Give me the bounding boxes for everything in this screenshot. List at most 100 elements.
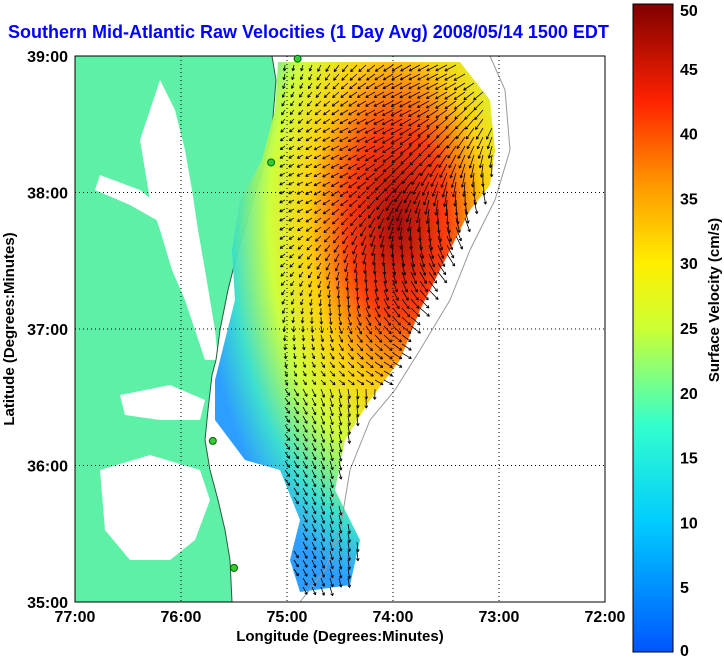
velocity-arrow	[329, 415, 334, 426]
velocity-arrow	[418, 145, 430, 157]
velocity-arrow	[339, 136, 349, 142]
velocity-arrow	[415, 208, 421, 224]
velocity-arrow	[469, 163, 475, 178]
velocity-arrow	[331, 217, 340, 225]
velocity-arrow	[329, 514, 334, 525]
velocity-arrow	[282, 316, 286, 324]
pamlico-sound	[100, 455, 210, 560]
velocity-arrow	[382, 145, 394, 154]
velocity-arrow	[399, 91, 412, 99]
velocity-arrow	[464, 217, 471, 233]
velocity-arrow	[293, 568, 299, 577]
velocity-arrow	[333, 235, 340, 244]
velocity-arrow	[390, 100, 403, 108]
velocity-arrow	[320, 559, 326, 569]
velocity-arrow	[293, 442, 299, 451]
velocity-arrow	[348, 100, 358, 107]
velocity-arrow	[419, 253, 426, 268]
velocity-arrow	[356, 361, 364, 369]
velocity-arrow	[329, 352, 335, 360]
velocity-arrow	[410, 325, 421, 334]
velocity-arrow	[489, 163, 494, 178]
velocity-arrow	[356, 307, 361, 318]
velocity-arrow	[329, 469, 334, 480]
colorbar-tick-label: 35	[680, 191, 698, 208]
velocity-arrow	[396, 208, 403, 222]
velocity-arrow	[381, 118, 394, 126]
velocity-arrow	[439, 163, 448, 178]
velocity-arrow	[356, 136, 367, 143]
velocity-arrow	[450, 172, 457, 188]
velocity-arrow	[410, 289, 419, 301]
velocity-arrow	[348, 91, 358, 98]
velocity-arrow	[311, 451, 317, 461]
velocity-arrow	[419, 280, 428, 293]
velocity-arrow	[376, 199, 385, 210]
velocity-arrow	[384, 181, 394, 192]
velocity-arrow	[382, 100, 394, 107]
velocity-arrow	[288, 136, 295, 142]
velocity-arrow	[460, 172, 466, 188]
velocity-arrow	[390, 127, 403, 135]
velocity-arrow	[374, 343, 383, 352]
velocity-arrow	[453, 91, 466, 100]
velocity-arrow	[322, 190, 331, 196]
velocity-arrow	[297, 136, 304, 142]
velocity-arrow	[331, 208, 340, 215]
velocity-arrow	[397, 217, 403, 231]
velocity-arrow	[347, 334, 353, 343]
velocity-arrow	[383, 64, 394, 72]
velocity-arrow	[338, 370, 345, 377]
velocity-arrow	[455, 127, 466, 140]
velocity-arrow	[293, 550, 299, 559]
velocity-arrow	[417, 136, 430, 147]
velocity-arrow	[408, 136, 421, 146]
velocity-arrow	[313, 172, 322, 178]
colorbar-tick-label: 0	[680, 643, 689, 659]
velocity-arrow	[322, 172, 331, 178]
velocity-arrow	[351, 235, 358, 246]
velocity-arrow	[293, 469, 299, 478]
velocity-arrow	[401, 334, 412, 343]
velocity-arrow	[338, 550, 343, 561]
velocity-arrow	[347, 541, 351, 552]
velocity-arrow	[302, 496, 308, 505]
velocity-arrow	[320, 514, 326, 524]
velocity-arrow	[320, 424, 326, 434]
velocity-arrow	[320, 370, 326, 377]
velocity-arrow	[300, 307, 304, 315]
velocity-arrow	[364, 145, 376, 152]
velocity-arrow	[320, 343, 325, 351]
velocity-arrow	[360, 235, 367, 246]
velocity-arrow	[349, 82, 358, 90]
velocity-arrow	[356, 145, 367, 152]
velocity-arrow	[486, 136, 493, 150]
velocity-arrow	[399, 73, 412, 81]
velocity-arrow	[323, 226, 331, 234]
velocity-arrow	[388, 226, 394, 240]
velocity-arrow	[302, 523, 308, 532]
velocity-arrow	[329, 478, 334, 489]
velocity-arrow	[399, 136, 412, 145]
velocity-arrow	[305, 226, 313, 232]
velocity-arrow	[302, 559, 308, 568]
velocity-arrow	[293, 559, 299, 568]
velocity-arrow	[320, 550, 326, 560]
velocity-arrow	[410, 262, 417, 276]
velocity-arrow	[325, 262, 331, 271]
velocity-arrow	[437, 262, 447, 276]
chesapeake-bay	[140, 80, 218, 360]
velocity-arrow	[311, 388, 317, 398]
velocity-arrow	[447, 145, 457, 159]
x-tick-label: 73:00	[479, 609, 520, 626]
velocity-arrow	[288, 154, 295, 159]
velocity-arrow	[392, 325, 402, 335]
velocity-arrow	[311, 361, 316, 368]
velocity-arrow	[444, 91, 457, 100]
velocity-arrow	[292, 343, 297, 351]
velocity-arrow	[338, 415, 343, 426]
velocity-arrow	[313, 145, 322, 151]
velocity-arrow	[293, 370, 298, 377]
velocity-arrow	[281, 91, 286, 98]
